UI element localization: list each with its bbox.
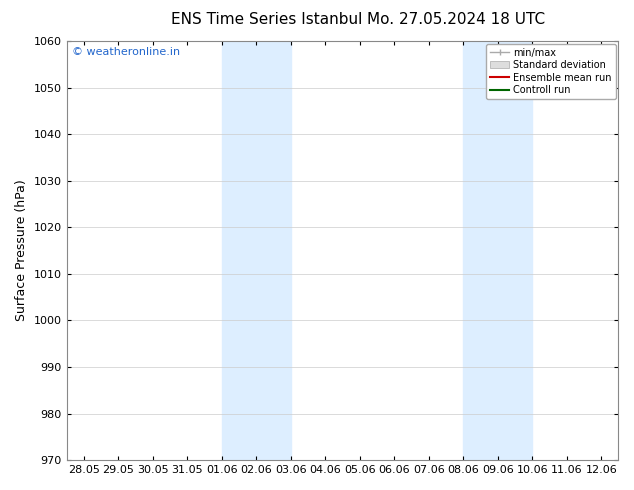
Bar <box>222 41 291 460</box>
Text: Mo. 27.05.2024 18 UTC: Mo. 27.05.2024 18 UTC <box>368 12 545 27</box>
Legend: min/max, Standard deviation, Ensemble mean run, Controll run: min/max, Standard deviation, Ensemble me… <box>486 44 616 99</box>
Y-axis label: Surface Pressure (hPa): Surface Pressure (hPa) <box>15 180 28 321</box>
Text: ENS Time Series Istanbul: ENS Time Series Istanbul <box>171 12 362 27</box>
Text: © weatheronline.in: © weatheronline.in <box>72 48 180 57</box>
Bar <box>463 41 532 460</box>
